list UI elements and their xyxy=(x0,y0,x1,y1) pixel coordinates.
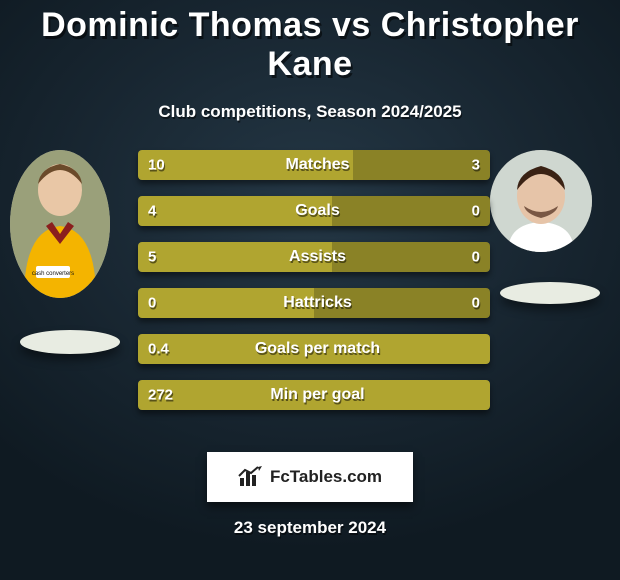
subtitle: Club competitions, Season 2024/2025 xyxy=(0,102,620,122)
stat-label: Goals xyxy=(295,202,339,220)
player-right-avatar xyxy=(490,150,592,252)
player-right-shadow xyxy=(500,282,600,304)
player-right-illustration xyxy=(490,150,592,252)
stat-left-value: 5 xyxy=(148,249,156,266)
stat-bars: 10 3 Matches 4 0 Goals 5 0 Assists 0 0 Hattricks 0.4… xyxy=(138,150,490,426)
player-left-illustration: cash converters xyxy=(10,150,110,298)
chart-icon xyxy=(238,466,264,488)
stat-label: Matches xyxy=(286,156,350,174)
stat-bar-right-segment xyxy=(353,150,490,180)
stat-left-value: 272 xyxy=(148,387,173,404)
player-left-shadow xyxy=(20,330,120,354)
stat-bar-row: 5 0 Assists xyxy=(138,242,490,272)
page-title: Dominic Thomas vs Christopher Kane xyxy=(0,0,620,84)
stat-bar-right-segment xyxy=(332,242,490,272)
stat-right-value: 0 xyxy=(472,203,480,220)
stat-right-value: 3 xyxy=(472,157,480,174)
stat-left-value: 0.4 xyxy=(148,341,169,358)
logo-text: FcTables.com xyxy=(270,467,382,487)
fctables-logo: FcTables.com xyxy=(207,452,413,502)
stat-label: Assists xyxy=(289,248,346,266)
stat-right-value: 0 xyxy=(472,295,480,312)
stat-label: Min per goal xyxy=(270,386,364,404)
date-label: 23 september 2024 xyxy=(0,518,620,538)
content-root: Dominic Thomas vs Christopher Kane Club … xyxy=(0,0,620,580)
stat-left-value: 0 xyxy=(148,295,156,312)
comparison-stage: cash converters 10 3 Matches 4 0 Goals 5 0 Assis… xyxy=(0,150,620,440)
stat-left-value: 10 xyxy=(148,157,165,174)
stat-bar-row: 10 3 Matches xyxy=(138,150,490,180)
svg-text:cash converters: cash converters xyxy=(32,271,74,277)
stat-bar-row: 0 0 Hattricks xyxy=(138,288,490,318)
stat-left-value: 4 xyxy=(148,203,156,220)
stat-bar-row: 0.4 Goals per match xyxy=(138,334,490,364)
stat-label: Hattricks xyxy=(283,294,351,312)
stat-label: Goals per match xyxy=(255,340,380,358)
stat-bar-right-segment xyxy=(332,196,490,226)
stat-right-value: 0 xyxy=(472,249,480,266)
stat-bar-row: 272 Min per goal xyxy=(138,380,490,410)
player-left-avatar: cash converters xyxy=(10,150,110,298)
stat-bar-row: 4 0 Goals xyxy=(138,196,490,226)
